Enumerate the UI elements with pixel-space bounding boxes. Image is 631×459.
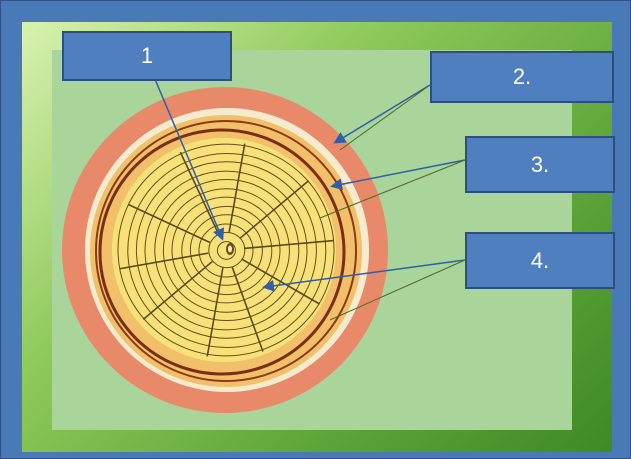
annual-ring [171, 196, 281, 304]
medullary-ray [243, 239, 334, 250]
annual-ring [162, 188, 290, 313]
annual-ring [216, 241, 236, 260]
annual-ring [135, 161, 317, 339]
medullary-ray [231, 266, 264, 352]
annual-ring [127, 152, 327, 349]
annual-ring [181, 205, 273, 296]
annual-ring [198, 223, 254, 278]
dark-growth-ring-outer [95, 120, 357, 382]
medullary-ray [239, 179, 310, 240]
medullary-ray [241, 258, 320, 305]
medullary-ray [179, 151, 220, 235]
annual-rings-group [117, 143, 335, 357]
dark-growth-ring [98, 128, 346, 376]
medullary-ray [127, 203, 211, 244]
label-box-1: 1 [62, 31, 232, 81]
annual-ring [189, 214, 263, 286]
label-box-2: 2. [430, 51, 614, 103]
label-3-text: 3. [530, 151, 550, 177]
label-box-4: 4. [465, 232, 615, 289]
leader-2 [339, 84, 431, 151]
medullary-rays-group [119, 143, 334, 357]
arrow-1 [151, 71, 225, 241]
annual-ring [154, 178, 300, 322]
medullary-ray [142, 260, 213, 321]
leader-4 [329, 259, 466, 321]
arrow-2 [333, 84, 431, 144]
arrow-4 [262, 259, 466, 292]
label-box-3: 3. [465, 136, 615, 193]
annual-ring [117, 143, 335, 357]
medullary-ray [119, 252, 209, 270]
arrow-3 [330, 159, 466, 191]
pith-core-inner [228, 245, 232, 253]
annual-ring [144, 170, 308, 331]
medullary-ray [228, 143, 246, 233]
medullary-ray [206, 267, 224, 357]
label-4-text: 4. [530, 247, 550, 273]
label-1-text: 1 [140, 43, 154, 68]
label-2-text: 2. [512, 64, 532, 89]
annual-ring [208, 231, 246, 269]
leader-3 [319, 159, 466, 219]
